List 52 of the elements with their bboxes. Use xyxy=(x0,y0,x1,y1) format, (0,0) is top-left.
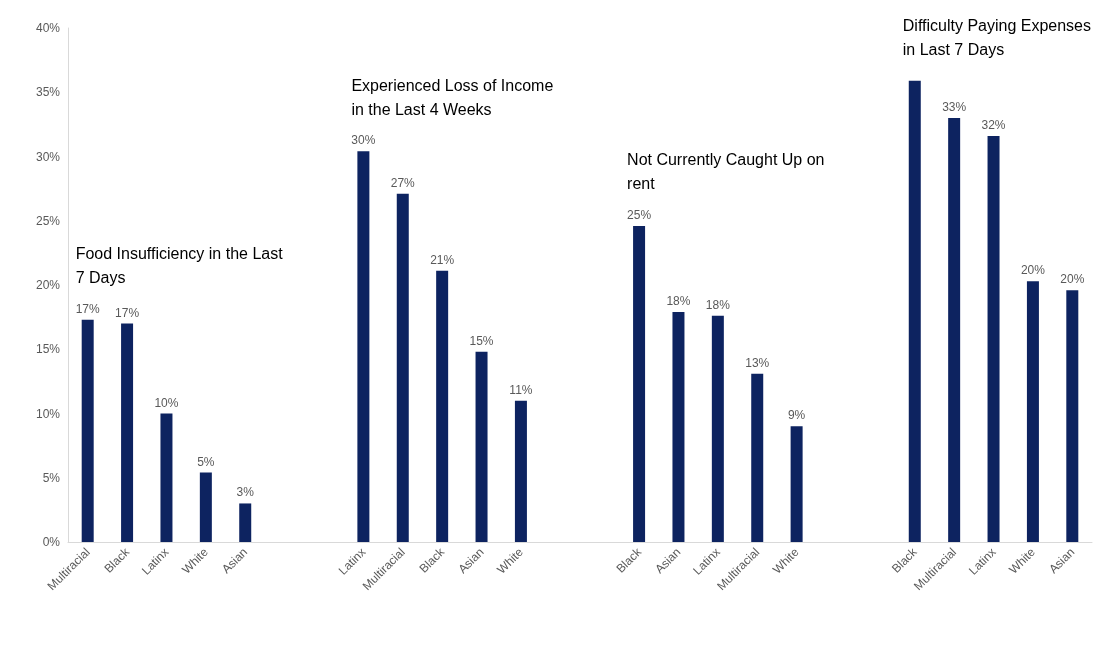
bar xyxy=(1066,290,1079,542)
annotation: Food Insufficiency in the Last 7 Days xyxy=(75,245,288,287)
annotation: Difficulty Paying Expenses in Last 7 Days xyxy=(902,16,1096,58)
bar xyxy=(239,503,252,542)
bar xyxy=(396,193,409,542)
bar xyxy=(199,472,212,542)
bar xyxy=(121,323,134,542)
data-label: 3% xyxy=(236,485,255,500)
bar xyxy=(1026,281,1039,542)
annotation: Experienced Loss of Income in the Last 4 Weeks xyxy=(351,76,558,118)
data-label: 20% xyxy=(1020,263,1046,278)
y-tick-label: 25% xyxy=(35,213,61,228)
bar xyxy=(475,351,488,542)
data-label: 30% xyxy=(351,133,376,148)
bar xyxy=(514,400,527,542)
bar xyxy=(751,373,764,542)
bar xyxy=(948,117,961,542)
data-label: 33% xyxy=(942,99,967,114)
data-label: 25% xyxy=(627,207,652,222)
data-label: 27% xyxy=(390,175,416,190)
bar xyxy=(908,80,921,542)
bar xyxy=(711,315,724,542)
data-label: 15% xyxy=(469,333,494,348)
bar xyxy=(987,135,1000,542)
bar xyxy=(633,225,646,542)
bar xyxy=(790,426,803,542)
data-label: 32% xyxy=(981,117,1006,132)
data-label: 13% xyxy=(745,355,770,370)
data-label: 18% xyxy=(705,297,731,312)
data-label: 17% xyxy=(75,301,101,316)
y-tick-label: 20% xyxy=(35,278,61,292)
y-tick-label: 40% xyxy=(35,21,61,35)
bar xyxy=(672,311,685,542)
bar xyxy=(357,151,370,542)
y-tick-label: 15% xyxy=(35,342,61,357)
y-tick-label: 0% xyxy=(42,535,61,549)
data-label: 20% xyxy=(1060,272,1085,287)
y-tick-label: 5% xyxy=(42,470,61,485)
data-label: 21% xyxy=(430,252,455,267)
data-label: 11% xyxy=(509,382,533,397)
data-label: 9% xyxy=(787,408,806,423)
data-label: 10% xyxy=(154,395,179,410)
annotation: Not Currently Caught Up on rent xyxy=(627,151,829,193)
bar xyxy=(436,270,449,542)
data-label: 5% xyxy=(197,454,215,469)
data-label: 18% xyxy=(666,293,691,308)
bar xyxy=(81,319,94,542)
y-tick-label: 30% xyxy=(35,149,61,164)
bar xyxy=(160,413,173,542)
y-tick-label: 35% xyxy=(35,85,61,100)
y-tick-label: 10% xyxy=(35,406,61,421)
data-label: 17% xyxy=(115,305,140,320)
